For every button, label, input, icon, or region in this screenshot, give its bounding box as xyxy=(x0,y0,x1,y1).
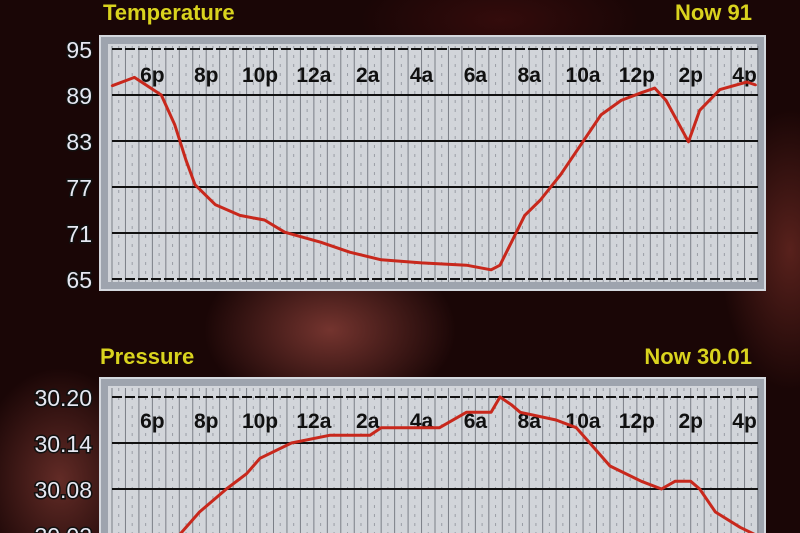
x-tick-label: 8a xyxy=(518,64,542,87)
data-point xyxy=(718,88,722,91)
x-tick-label: 6a xyxy=(464,64,488,87)
temperature-chart: 95 89 83 77 71 65 6p 8p 10p 12a 2a 4a 6a 8a 10a 12p 2p 4p… xyxy=(65,0,766,295)
data-point xyxy=(489,268,493,271)
data-point xyxy=(714,510,717,514)
data-point xyxy=(640,480,643,483)
x-tick-label: 6p xyxy=(140,410,165,433)
data-point xyxy=(640,91,643,94)
data-point xyxy=(420,261,423,265)
x-tick-label: 12a xyxy=(296,64,331,87)
data-point xyxy=(653,86,657,90)
data-point xyxy=(258,457,262,460)
x-tick-label: 12p xyxy=(619,64,655,87)
data-point xyxy=(673,480,677,483)
y-tick-label: 30.20 xyxy=(34,385,92,411)
data-point xyxy=(213,203,217,206)
data-point xyxy=(319,241,322,244)
x-tick-label: 4p xyxy=(732,64,757,87)
x-tick-label: 8p xyxy=(194,64,219,87)
x-tick-label: 2p xyxy=(678,64,703,87)
x-tick-label: 4p xyxy=(732,410,757,433)
y-tick-label: 65 xyxy=(66,267,92,293)
data-point xyxy=(184,158,188,162)
data-point xyxy=(687,140,690,143)
x-tick-label: 12p xyxy=(619,410,655,433)
data-point xyxy=(198,510,201,514)
data-point xyxy=(328,434,331,437)
chart-title: Temperature xyxy=(103,0,235,25)
x-tick-label: 8p xyxy=(194,410,219,433)
plot-area xyxy=(108,44,757,282)
data-point xyxy=(745,80,748,84)
data-point xyxy=(554,418,558,422)
x-tick-label: 2a xyxy=(356,64,380,87)
x-tick-label: 2a xyxy=(356,410,380,433)
data-point xyxy=(575,426,578,429)
y-tick-label: 77 xyxy=(66,175,92,201)
x-tick-label: 10p xyxy=(242,410,278,433)
data-point xyxy=(133,76,136,79)
data-point xyxy=(348,250,351,254)
data-point xyxy=(519,411,522,414)
data-point xyxy=(608,464,612,468)
data-point xyxy=(660,487,663,491)
data-point xyxy=(379,258,383,262)
data-point xyxy=(379,426,383,429)
data-point xyxy=(579,143,582,147)
x-tick-label: 4a xyxy=(410,410,434,433)
data-point xyxy=(368,434,372,437)
data-point xyxy=(498,264,502,267)
y-tick-label: 83 xyxy=(66,129,92,155)
data-point xyxy=(465,264,468,267)
data-point xyxy=(588,441,591,445)
x-tick-label: 12a xyxy=(296,410,331,433)
data-point xyxy=(698,487,701,491)
data-point xyxy=(465,411,468,414)
data-point xyxy=(698,109,701,112)
y-tick-label: 89 xyxy=(66,83,92,109)
y-tick-label: 30.14 xyxy=(34,431,92,457)
data-point xyxy=(754,83,757,87)
data-point xyxy=(619,99,623,102)
data-point xyxy=(238,214,242,217)
data-point xyxy=(498,395,502,399)
y-tick-label: 30.08 xyxy=(34,477,92,503)
data-point xyxy=(523,214,526,217)
x-tick-label: 10a xyxy=(566,64,601,87)
data-point xyxy=(438,426,441,429)
data-point xyxy=(225,487,228,491)
x-tick-label: 6a xyxy=(464,410,488,433)
x-tick-label: 10p xyxy=(242,64,278,87)
data-point xyxy=(245,472,248,475)
data-point xyxy=(664,99,668,102)
data-point xyxy=(110,84,114,88)
y-tick-label: 30.02 xyxy=(34,523,92,533)
x-tick-label: 10a xyxy=(566,410,601,433)
data-point xyxy=(539,198,542,202)
chart-title: Pressure xyxy=(100,344,194,369)
y-tick-label: 95 xyxy=(66,37,92,63)
data-point xyxy=(510,403,513,406)
x-tick-label: 2p xyxy=(678,410,703,433)
x-tick-label: 6p xyxy=(140,64,165,87)
data-point xyxy=(489,411,493,414)
data-point xyxy=(689,480,692,483)
plot-area xyxy=(108,386,757,533)
current-value-label: Now 30.01 xyxy=(644,344,752,369)
data-point xyxy=(193,183,197,186)
data-point xyxy=(263,218,266,222)
data-point xyxy=(559,173,562,176)
current-value-label: Now 91 xyxy=(675,0,752,25)
data-point xyxy=(160,93,163,97)
data-point xyxy=(173,123,177,127)
data-point xyxy=(283,231,286,234)
x-tick-label: 4a xyxy=(410,64,434,87)
data-point xyxy=(290,441,293,445)
y-tick-label: 71 xyxy=(66,221,92,247)
data-point xyxy=(599,113,603,117)
pressure-chart: 30.2030.1430.0830.026p8p10p12a2a4a6a8a10… xyxy=(33,344,766,533)
data-point xyxy=(738,526,742,529)
